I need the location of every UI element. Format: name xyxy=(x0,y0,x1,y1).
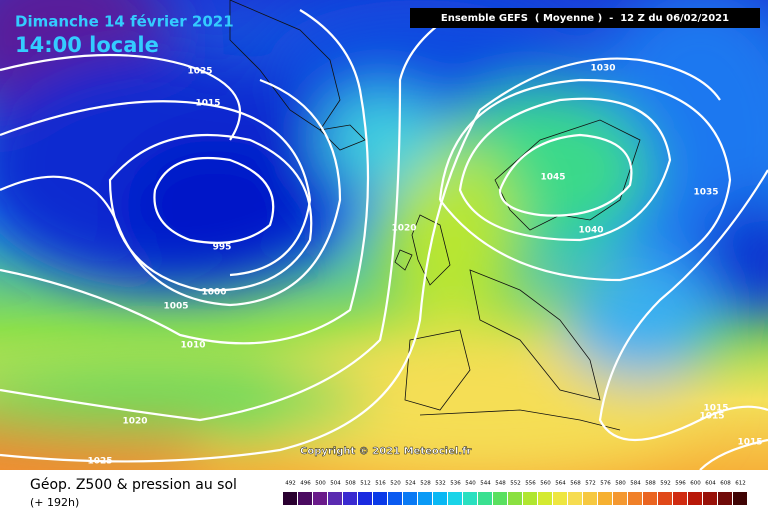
isobar-label: 1015 xyxy=(703,404,728,414)
isobar-label: 1025 xyxy=(187,67,212,77)
scale-swatch xyxy=(373,492,387,505)
isobar-label: 1045 xyxy=(540,173,565,183)
scale-swatch xyxy=(628,492,642,505)
isobar-label: 1005 xyxy=(163,302,188,312)
lead-time: (+ 192h) xyxy=(30,496,79,509)
scale-swatch xyxy=(463,492,477,505)
scale-swatch xyxy=(358,492,372,505)
scale-label: 536 xyxy=(450,481,461,487)
scale-swatch xyxy=(568,492,582,505)
isobars xyxy=(0,9,768,470)
scale-label: 512 xyxy=(360,481,371,487)
field xyxy=(0,0,768,470)
scale-label: 564 xyxy=(555,481,566,487)
scale-swatch xyxy=(448,492,462,505)
product: Géop. Z500 & pression au sol xyxy=(30,477,237,493)
scale-label: 596 xyxy=(675,481,686,487)
scale-swatch xyxy=(553,492,567,505)
scale-swatch xyxy=(523,492,537,505)
scale-label: 608 xyxy=(720,481,731,487)
scale-swatch xyxy=(403,492,417,505)
scale-label: 592 xyxy=(660,481,671,487)
scale-label: 588 xyxy=(645,481,656,487)
scale-swatch xyxy=(718,492,732,505)
isobar-labels: 1025 1015 1030 1045 1035 1020 1040 995 1000 1005 1… xyxy=(87,64,762,467)
scale-label: 516 xyxy=(375,481,386,487)
date: Dimanche 14 février 2021 xyxy=(15,13,234,31)
isobar-label: 1020 xyxy=(391,224,416,234)
scale-swatch xyxy=(343,492,357,505)
scale-swatch xyxy=(433,492,447,505)
scale-swatch xyxy=(283,492,297,505)
scale-swatch xyxy=(613,492,627,505)
scale-label: 496 xyxy=(300,481,311,487)
scale-label: 508 xyxy=(345,481,356,487)
scale-swatch xyxy=(493,492,507,505)
run-box xyxy=(410,8,760,28)
scale-label: 612 xyxy=(735,481,746,487)
scale-label: 520 xyxy=(390,481,401,487)
isobar-label: 1035 xyxy=(693,188,718,198)
color-scale: 492 496 500 504 508 512 516 520 524 528 532 536 540 5… xyxy=(283,481,747,505)
scale-swatch xyxy=(388,492,402,505)
scale-label: 548 xyxy=(495,481,506,487)
run-info: Ensemble GEFS ( Moyenne ) - 12 Z du 06/0… xyxy=(441,13,729,24)
coastlines xyxy=(229,0,641,431)
scale-swatch xyxy=(688,492,702,505)
isobar-label: 1040 xyxy=(578,226,603,236)
scale-swatch xyxy=(658,492,672,505)
scale-label: 584 xyxy=(630,481,641,487)
scale-swatch xyxy=(583,492,597,505)
scale-label: 576 xyxy=(600,481,611,487)
isobar-label: 1015 xyxy=(699,412,724,422)
map-area: 1025 1015 1030 1045 1035 1020 1040 995 1000 1005 1… xyxy=(0,0,768,470)
scale-swatch xyxy=(313,492,327,505)
scale-label: 600 xyxy=(690,481,701,487)
scale-swatch xyxy=(418,492,432,505)
scale-swatch xyxy=(478,492,492,505)
copyright: Copyright © 2021 Meteociel.fr xyxy=(300,446,471,457)
isobar-label: 1025 xyxy=(87,457,112,467)
isobar-label: 1030 xyxy=(590,64,615,74)
scale-label: 552 xyxy=(510,481,521,487)
scale-label: 504 xyxy=(330,481,341,487)
scale-swatch xyxy=(328,492,342,505)
scale-swatch xyxy=(508,492,522,505)
scale-label: 544 xyxy=(480,481,491,487)
scale-label: 604 xyxy=(705,481,716,487)
scale-label: 528 xyxy=(420,481,431,487)
scale-label: 532 xyxy=(435,481,446,487)
scale-swatch xyxy=(538,492,552,505)
local-time: 14:00 locale xyxy=(15,33,159,57)
scale-label: 500 xyxy=(315,481,326,487)
scale-label: 492 xyxy=(285,481,296,487)
isobar-label: 1000 xyxy=(201,288,226,298)
scale-label: 572 xyxy=(585,481,596,487)
scale-label: 524 xyxy=(405,481,416,487)
isobar-label: 1020 xyxy=(122,417,147,427)
scale-swatch xyxy=(598,492,612,505)
scale-label: 580 xyxy=(615,481,626,487)
scale-label: 540 xyxy=(465,481,476,487)
isobar-label: 1010 xyxy=(180,341,205,351)
isobar-label: 1015 xyxy=(737,438,762,448)
scale-label: 556 xyxy=(525,481,536,487)
scale-swatch xyxy=(673,492,687,505)
isobar-label: 995 xyxy=(213,243,232,253)
scale-label: 568 xyxy=(570,481,581,487)
scale-swatch xyxy=(298,492,312,505)
scale-swatch xyxy=(733,492,747,505)
scale-swatch xyxy=(703,492,717,505)
scale-label: 560 xyxy=(540,481,551,487)
isobar-label: 1015 xyxy=(195,99,220,109)
scale-swatch xyxy=(643,492,657,505)
